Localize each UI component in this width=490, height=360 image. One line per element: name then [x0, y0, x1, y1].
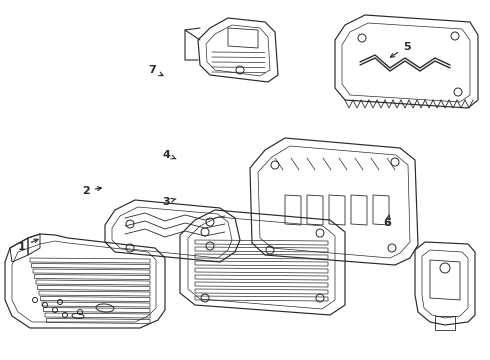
- Text: 4: 4: [163, 150, 176, 160]
- Text: 2: 2: [82, 186, 101, 196]
- Text: 6: 6: [383, 215, 391, 228]
- Text: 5: 5: [391, 42, 411, 57]
- Text: 1: 1: [18, 239, 38, 252]
- Text: 3: 3: [163, 197, 176, 207]
- Text: 7: 7: [148, 65, 163, 76]
